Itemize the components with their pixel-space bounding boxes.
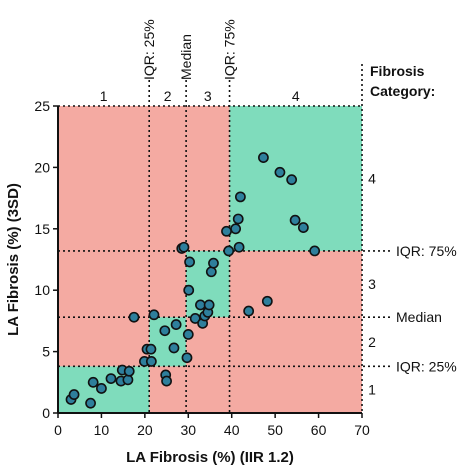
y-tick-label: 0	[42, 405, 50, 421]
data-point	[221, 225, 232, 237]
y-threshold-label: Median	[396, 309, 442, 325]
y-category-label: 1	[368, 382, 376, 398]
y-category-label: 4	[368, 170, 376, 186]
data-point	[195, 299, 206, 311]
axes	[57, 106, 362, 414]
data-point	[230, 223, 242, 235]
data-point	[289, 214, 301, 226]
data-point	[105, 373, 117, 385]
data-point	[182, 329, 194, 340]
y-category-label: 3	[368, 276, 376, 292]
y-tick-label: 20	[34, 159, 50, 175]
data-point	[145, 356, 157, 367]
data-point	[232, 213, 244, 225]
data-point	[68, 389, 80, 400]
data-point	[148, 309, 160, 321]
data-point	[233, 241, 245, 253]
data-point	[178, 241, 190, 253]
annotations: 1 2 3 4 1 2 3 4 Fibrosis Category:	[100, 63, 436, 398]
x-tick-label: 50	[267, 422, 283, 438]
data-point	[261, 295, 273, 307]
data-point	[208, 257, 219, 269]
data-point	[183, 284, 195, 296]
data-point	[170, 319, 182, 330]
y-tick-label: 25	[34, 98, 50, 114]
x-category-label: 2	[164, 88, 172, 104]
y-threshold-label: IQR: 75%	[396, 243, 457, 259]
data-point	[159, 325, 171, 337]
data-point	[161, 375, 172, 387]
x-threshold-label: Median	[178, 34, 194, 80]
data-point	[258, 152, 269, 163]
data-point	[122, 374, 134, 386]
data-point	[223, 245, 235, 257]
data-point	[145, 343, 157, 355]
data-point	[274, 166, 286, 178]
tick-labels: 0 10 20 30 40 50 60 70 0 5 10 15 20 25	[34, 98, 370, 438]
data-point	[181, 352, 193, 364]
x-category-label: 3	[204, 88, 212, 104]
data-point	[96, 383, 107, 394]
categories-title-line2: Category:	[370, 83, 435, 99]
data-point	[168, 342, 180, 354]
x-category-label: 4	[292, 88, 300, 104]
data-point	[205, 266, 217, 278]
x-tick-label: 70	[354, 422, 370, 438]
data-point	[128, 311, 140, 323]
data-point	[309, 245, 321, 257]
data-point	[123, 365, 135, 377]
data-point	[297, 222, 309, 233]
data-point	[189, 313, 201, 324]
y-category-label: 2	[368, 334, 376, 350]
y-tick-label: 15	[34, 221, 50, 237]
data-point	[85, 397, 96, 409]
x-threshold-label: IQR: 25%	[141, 19, 157, 80]
x-tick-label: 20	[137, 422, 153, 438]
x-threshold-label: IQR: 75%	[222, 19, 238, 80]
data-point	[243, 305, 255, 317]
x-tick-label: 30	[180, 422, 196, 438]
data-point	[184, 256, 195, 268]
x-tick-label: 10	[94, 422, 110, 438]
x-axis-label: LA Fibrosis (%) (IIR 1.2)	[126, 449, 294, 466]
y-tick-label: 10	[34, 282, 50, 298]
y-axis-label: LA Fibrosis (%) (3SD)	[5, 183, 22, 336]
data-point	[234, 191, 246, 203]
x-tick-label: 40	[224, 422, 240, 438]
y-tick-label: 5	[42, 344, 50, 360]
data-point	[203, 299, 215, 311]
data-point	[286, 174, 298, 186]
x-category-label: 1	[100, 88, 108, 104]
x-tick-label: 60	[311, 422, 327, 438]
y-threshold-label: IQR: 25%	[396, 358, 457, 374]
categories-title-line1: Fibrosis	[370, 63, 425, 79]
data-point	[87, 376, 99, 388]
data-points	[65, 152, 321, 409]
x-tick-label: 0	[54, 422, 62, 438]
